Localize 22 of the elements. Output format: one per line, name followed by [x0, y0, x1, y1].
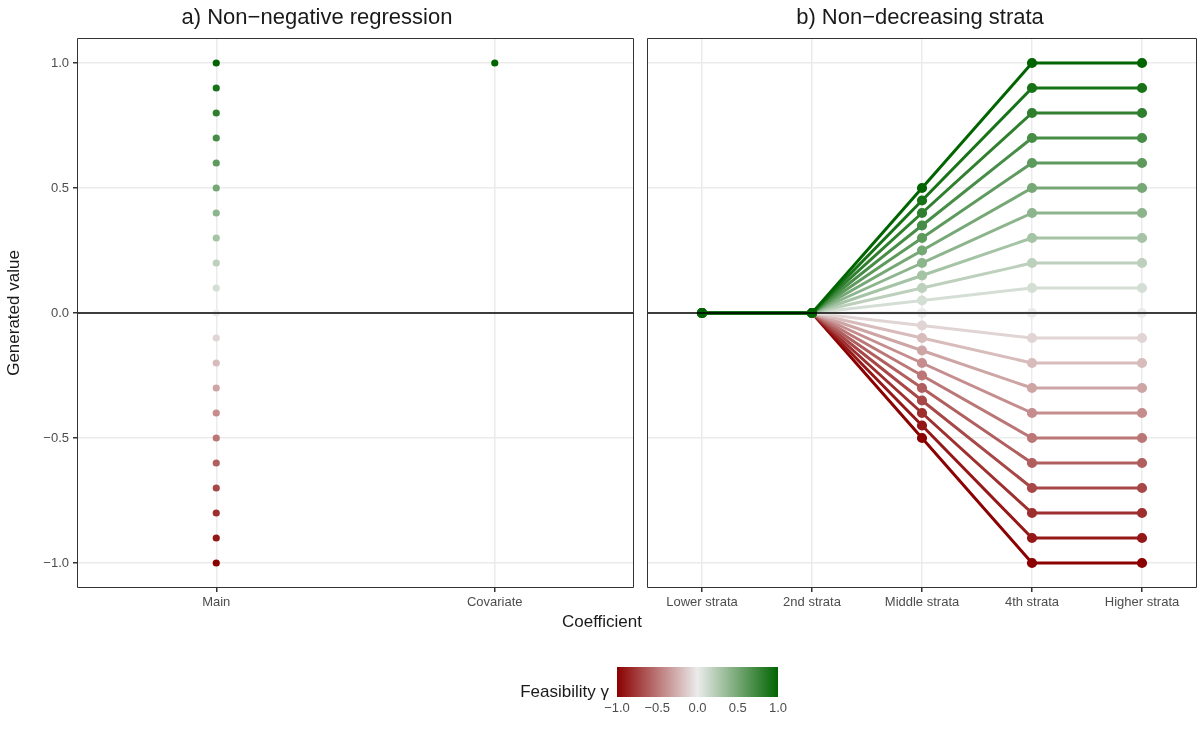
x-tick-label: Higher strata	[1104, 594, 1180, 610]
y-axis-title: Generated value	[3, 250, 23, 376]
y-tick-label: 0.5	[50, 179, 69, 195]
x-tick-label: Middle strata	[884, 594, 960, 610]
x-tick-label: Main	[202, 594, 231, 610]
y-tick-label: −0.5	[43, 429, 69, 445]
x-tick-label: Covariate	[466, 594, 523, 610]
chart-title: b) Non−decreasing strata	[796, 4, 1045, 30]
x-tick-label: 4th strata	[1004, 594, 1060, 610]
y-tick-label: −1.0	[43, 554, 69, 570]
color-bar-label: −1.0	[604, 700, 630, 715]
color-bar-title: Feasibility γ	[520, 682, 609, 702]
x-tick-label: 2nd strata	[783, 594, 842, 610]
y-tick-label: 1.0	[50, 54, 69, 70]
color-bar-label: 1.0	[767, 700, 789, 715]
y-tick-label: 0.0	[50, 304, 69, 320]
color-bar-label: 0.5	[727, 700, 748, 715]
color-bar-label: −0.5	[644, 700, 671, 715]
color-bar-label: 0.0	[688, 700, 707, 715]
x-axis-title: Coefficient	[561, 612, 643, 632]
chart-title: a) Non−negative regression	[181, 4, 453, 30]
x-tick-label: Lower strata	[666, 594, 739, 610]
